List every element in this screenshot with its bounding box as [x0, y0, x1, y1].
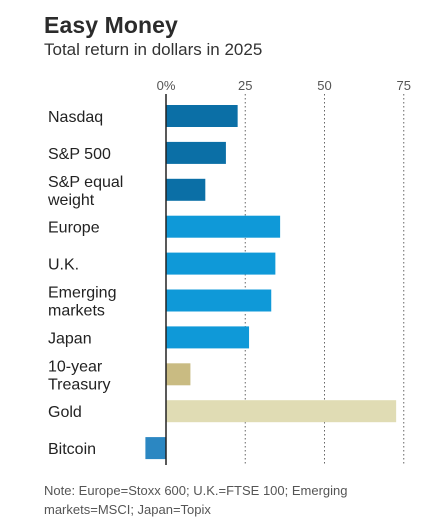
category-label: weight — [47, 192, 95, 209]
category-label: Europe — [48, 220, 100, 237]
bars — [145, 105, 397, 460]
bar-s-p-500 — [166, 141, 226, 164]
category-label: Emerging — [48, 285, 116, 302]
category-label: Nasdaq — [48, 109, 103, 126]
x-axis-ticks: 0% 25 50 75 — [157, 78, 411, 93]
bar-europe — [166, 215, 281, 238]
tick-label-0: 0% — [157, 78, 176, 93]
category-label: Gold — [48, 404, 82, 421]
bar-10-year-treasury — [166, 363, 191, 386]
category-label: U.K. — [48, 257, 79, 274]
bar-bitcoin — [145, 437, 166, 460]
category-label: Japan — [48, 330, 92, 347]
category-label: Bitcoin — [48, 441, 96, 458]
category-label: Treasury — [48, 376, 111, 393]
bar-japan — [166, 326, 250, 349]
bar-s-p-equal-weight — [166, 178, 206, 201]
category-label: 10-year — [48, 358, 103, 375]
bar-nasdaq — [166, 105, 238, 127]
category-label: S&P 500 — [48, 146, 111, 163]
tick-label-50: 50 — [317, 78, 331, 93]
bar-u-k- — [166, 252, 276, 275]
chart-title: Easy Money — [44, 12, 178, 38]
tick-label-75: 75 — [397, 78, 411, 93]
bar-emerging-markets — [166, 289, 272, 312]
chart-subtitle: Total return in dollars in 2025 — [44, 40, 263, 59]
chart-note: Note: Europe=Stoxx 600; U.K.=FTSE 100; E… — [44, 483, 348, 517]
bar-gold — [166, 400, 397, 423]
tick-label-25: 25 — [238, 78, 252, 93]
category-label: S&P equal — [48, 174, 123, 191]
category-label: markets — [48, 303, 105, 320]
